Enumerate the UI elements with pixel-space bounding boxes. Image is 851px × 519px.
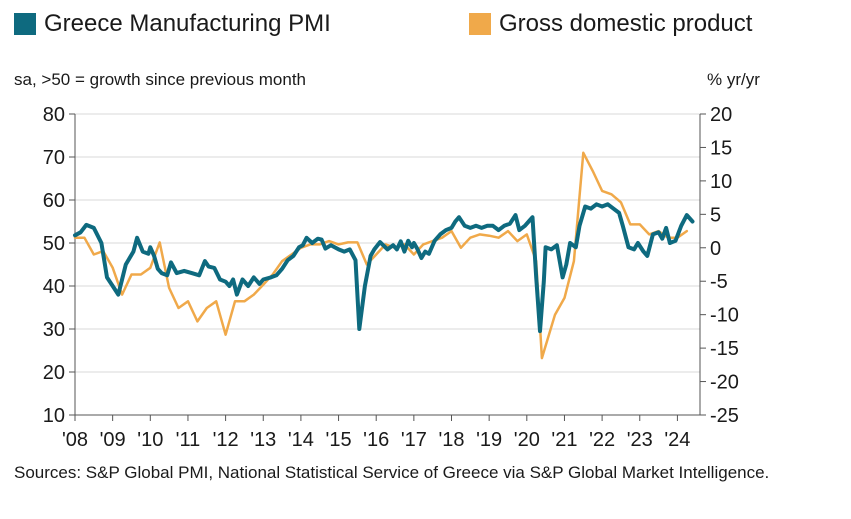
right-tick-label: 0 <box>710 238 721 260</box>
series-line-pmi <box>73 202 695 334</box>
source-note: Sources: S&P Global PMI, National Statis… <box>14 463 770 482</box>
left-tick-label: 40 <box>43 276 65 298</box>
right-tick-label: 5 <box>710 204 721 226</box>
right-tick-label: 15 <box>710 137 732 159</box>
legend-label-pmi: Greece Manufacturing PMI <box>44 10 331 37</box>
left-tick-label: 20 <box>43 362 65 384</box>
series-line-gdp <box>73 151 689 360</box>
x-tick-label: '20 <box>514 429 540 451</box>
right-tick-label: -15 <box>710 338 739 360</box>
legend-item-pmi: Greece Manufacturing PMI <box>14 10 331 38</box>
x-tick-label: '10 <box>137 429 163 451</box>
x-tick-label: '09 <box>100 429 126 451</box>
legend: Greece Manufacturing PMI Gross domestic … <box>14 10 844 38</box>
right-tick-label: 10 <box>710 171 732 193</box>
x-tick-label: '21 <box>551 429 577 451</box>
x-tick-label: '08 <box>62 429 88 451</box>
x-tick-label: '12 <box>213 429 239 451</box>
x-tick-label: '24 <box>664 429 690 451</box>
legend-item-gdp: Gross domestic product <box>469 10 752 38</box>
legend-swatch-pmi <box>14 13 36 35</box>
left-tick-label: 10 <box>43 405 65 427</box>
legend-label-gdp: Gross domestic product <box>499 10 753 37</box>
legend-swatch-gdp <box>469 13 491 35</box>
x-tick-label: '19 <box>476 429 502 451</box>
x-tick-label: '11 <box>176 429 201 451</box>
x-tick-label: '18 <box>438 429 464 451</box>
right-tick-label: -20 <box>710 372 739 394</box>
left-tick-label: 30 <box>43 319 65 341</box>
right-tick-label: 20 <box>710 104 732 126</box>
left-tick-label: 80 <box>43 104 65 126</box>
x-tick-label: '17 <box>401 429 427 451</box>
left-tick-label: 50 <box>43 233 65 255</box>
right-axis-label: % yr/yr <box>707 70 760 89</box>
x-tick-label: '15 <box>326 429 352 451</box>
left-axis-label: sa, >50 = growth since previous month <box>14 70 306 89</box>
x-tick-label: '22 <box>589 429 615 451</box>
left-tick-label: 70 <box>43 147 65 169</box>
right-tick-label: -5 <box>710 271 728 293</box>
right-tick-label: -10 <box>710 305 739 327</box>
right-tick-label: -25 <box>710 405 739 427</box>
x-tick-label: '13 <box>250 429 276 451</box>
x-tick-label: '14 <box>288 429 314 451</box>
left-tick-label: 60 <box>43 190 65 212</box>
x-tick-label: '23 <box>627 429 653 451</box>
x-tick-label: '16 <box>363 429 389 451</box>
